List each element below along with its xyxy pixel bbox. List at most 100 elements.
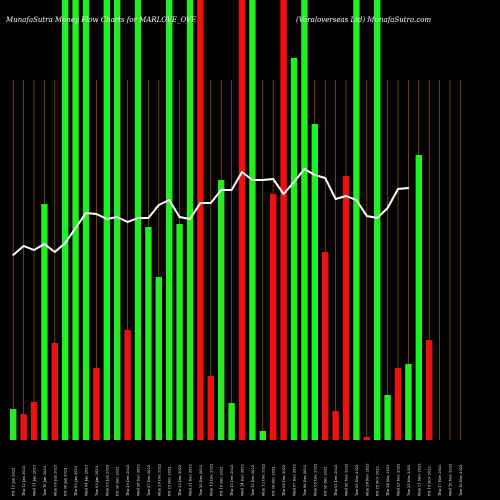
bar-up [228,403,235,440]
bar-up [41,204,48,440]
x-tick-label: Fri 16 Dec 2022 [220,466,224,496]
bar-up [103,0,110,440]
bar-up [62,0,69,440]
bar-down [238,0,246,440]
line-point [303,168,306,170]
x-tick-label: Fri 09 Dec 2022 [272,466,276,496]
bar-up [353,0,360,440]
line-point [95,213,98,215]
line-point [230,189,233,191]
bar-up [114,0,121,440]
x-tick-label: Thu 08 Dec 2022 [282,465,286,496]
x-tick-label: Fri 18 Nov 2022 [428,466,432,496]
line-point [282,193,285,195]
line-point [64,242,67,244]
line-point [85,212,87,214]
x-tick-label: Thu 12 Jan 2023 [22,465,26,496]
bar-up [249,0,256,440]
x-tick-label: Wed 16 Nov 2022 [449,464,453,496]
bar-up [415,155,422,440]
x-tick-label: Thu 29 Dec 2022 [126,465,130,496]
bars [10,0,433,440]
line-point [189,218,191,220]
bar-up [218,180,225,440]
line-series [12,168,410,256]
line-point [116,216,119,218]
captions: MunafaSutra Money Flow Charts for MARLOV… [5,16,431,24]
bar-up [82,0,90,440]
x-tick-label: Thu 22 Dec 2022 [178,465,182,496]
bar-up [301,0,308,440]
line-point [272,178,275,180]
x-tick-label: Mon 09 Jan 2023 [53,464,57,496]
x-tick-label: Thu 17 Nov 2022 [438,464,442,496]
x-tick-label: Thu 24 Nov 2022 [386,464,390,496]
x-tick-label: Tue 29 Nov 2022 [355,465,359,496]
chart-subtitle: (Varaloverseas Ltd) MunafaSutra.com [296,16,431,24]
line-point [43,243,46,245]
x-tick-label: Tue 22 Nov 2022 [407,465,411,496]
line-point [386,207,389,209]
bar-down [363,437,370,440]
bar-up [186,0,194,440]
bar-down [322,252,329,440]
line-point [365,215,368,217]
x-tick-label: Wed 30 Nov 2022 [345,464,349,496]
bar-down [93,368,100,440]
bar-down [30,402,38,440]
x-tick-label: Wed 14 Dec 2022 [241,464,245,496]
bar-up [166,0,173,440]
line-point [313,174,316,176]
x-tick-label: Fri 23 Dec 2022 [168,466,172,496]
x-tick-label: Fri 13 Jan 2023 [12,467,16,496]
bar-down [20,414,27,440]
bar-down [124,330,131,440]
x-tick-label: Thu 05 Jan 2023 [74,465,78,496]
x-tick-label: Mon 26 Dec 2022 [157,464,161,496]
bar-up [176,224,183,440]
line-point [251,179,254,181]
x-tick-label: Tue 27 Dec 2022 [147,465,151,496]
bar-down [342,176,350,440]
bar-up [311,124,318,440]
x-tick-label: Tue 06 Dec 2022 [303,465,307,496]
line-point [220,189,223,191]
line-point [199,202,202,204]
line-point [53,251,56,253]
chart-title: MunafaSutra Money Flow Charts for MARLOV… [5,16,196,24]
bar-down [426,340,433,440]
x-tick-label: Wed 28 Dec 2022 [137,464,141,496]
line-point [397,188,399,190]
bar-down [197,0,204,440]
x-tick-label: Wed 07 Dec 2022 [293,464,297,496]
x-tick-label: Tue 20 Dec 2022 [199,465,203,496]
bar-down [332,411,339,440]
x-tick-label: Tue 10 Jan 2023 [43,465,47,496]
bar-up [374,0,381,440]
line-point [293,181,295,183]
line-point [241,171,243,173]
x-tick-label: Thu 15 Dec 2022 [230,465,234,496]
x-tick-label: Fri 02 Dec 2022 [324,466,328,496]
x-tick-label: Mon 02 Jan 2023 [105,464,109,496]
x-tick-label: Wed 23 Nov 2022 [397,464,401,496]
bar-up [290,58,298,440]
bar-up [72,0,79,440]
line-point [33,249,35,251]
line-point [261,179,264,181]
line-point [157,204,160,206]
line-point [334,198,337,200]
bar-up [155,277,162,440]
bar-up [134,0,142,440]
line-point [168,199,171,201]
line-point [355,199,358,201]
gridlines [12,80,461,440]
line-point [178,216,181,218]
bar-up [145,227,152,440]
bar-up [384,395,391,440]
x-tick-label: Tue 03 Jan 2023 [95,465,99,496]
line-point [324,177,327,179]
x-tick-label: Mon 12 Dec 2022 [261,464,265,496]
line-point [345,195,347,197]
